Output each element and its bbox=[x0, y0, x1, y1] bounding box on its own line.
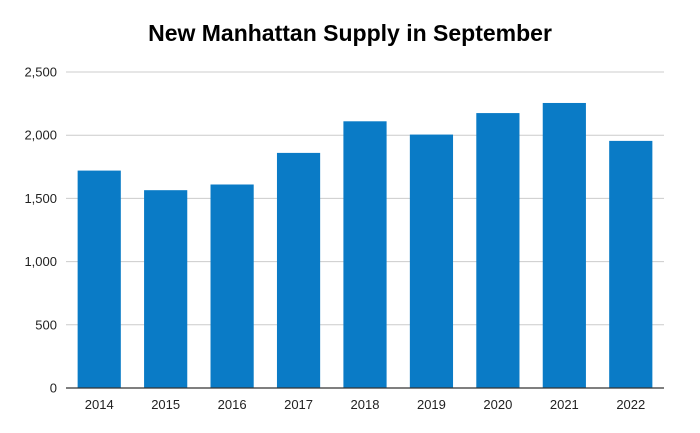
bar-2015 bbox=[144, 190, 188, 388]
bar-2014 bbox=[77, 170, 121, 388]
bar-2016 bbox=[210, 184, 254, 388]
bars bbox=[77, 102, 653, 389]
x-tick-label: 2017 bbox=[284, 397, 313, 412]
x-tick-label: 2019 bbox=[417, 397, 446, 412]
chart-title: New Manhattan Supply in September bbox=[148, 20, 552, 46]
bar-2022 bbox=[609, 140, 653, 388]
x-tick-labels: 2014 2015 2016 2017 2018 2019 2020 2021 2022 bbox=[85, 397, 645, 412]
bar-2017 bbox=[276, 152, 321, 388]
y-tick-label: 1,000 bbox=[24, 254, 57, 269]
bar-2019 bbox=[409, 134, 454, 388]
bar-2020 bbox=[476, 113, 520, 388]
y-tick-label: 0 bbox=[50, 381, 57, 396]
y-tick-label: 2,500 bbox=[24, 65, 57, 80]
y-tick-labels: 0 500 1,000 1,500 2,000 2,500 bbox=[24, 65, 57, 396]
x-tick-label: 2014 bbox=[85, 397, 114, 412]
y-tick-label: 500 bbox=[35, 317, 57, 332]
bar-2018 bbox=[343, 121, 387, 389]
x-tick-label: 2020 bbox=[483, 397, 512, 412]
y-tick-label: 2,000 bbox=[24, 128, 57, 143]
x-tick-label: 2015 bbox=[151, 397, 180, 412]
x-tick-label: 2018 bbox=[351, 397, 380, 412]
x-tick-label: 2016 bbox=[218, 397, 247, 412]
x-tick-label: 2022 bbox=[616, 397, 645, 412]
y-tick-label: 1,500 bbox=[24, 191, 57, 206]
x-tick-label: 2021 bbox=[550, 397, 579, 412]
bar-2021 bbox=[542, 102, 586, 388]
